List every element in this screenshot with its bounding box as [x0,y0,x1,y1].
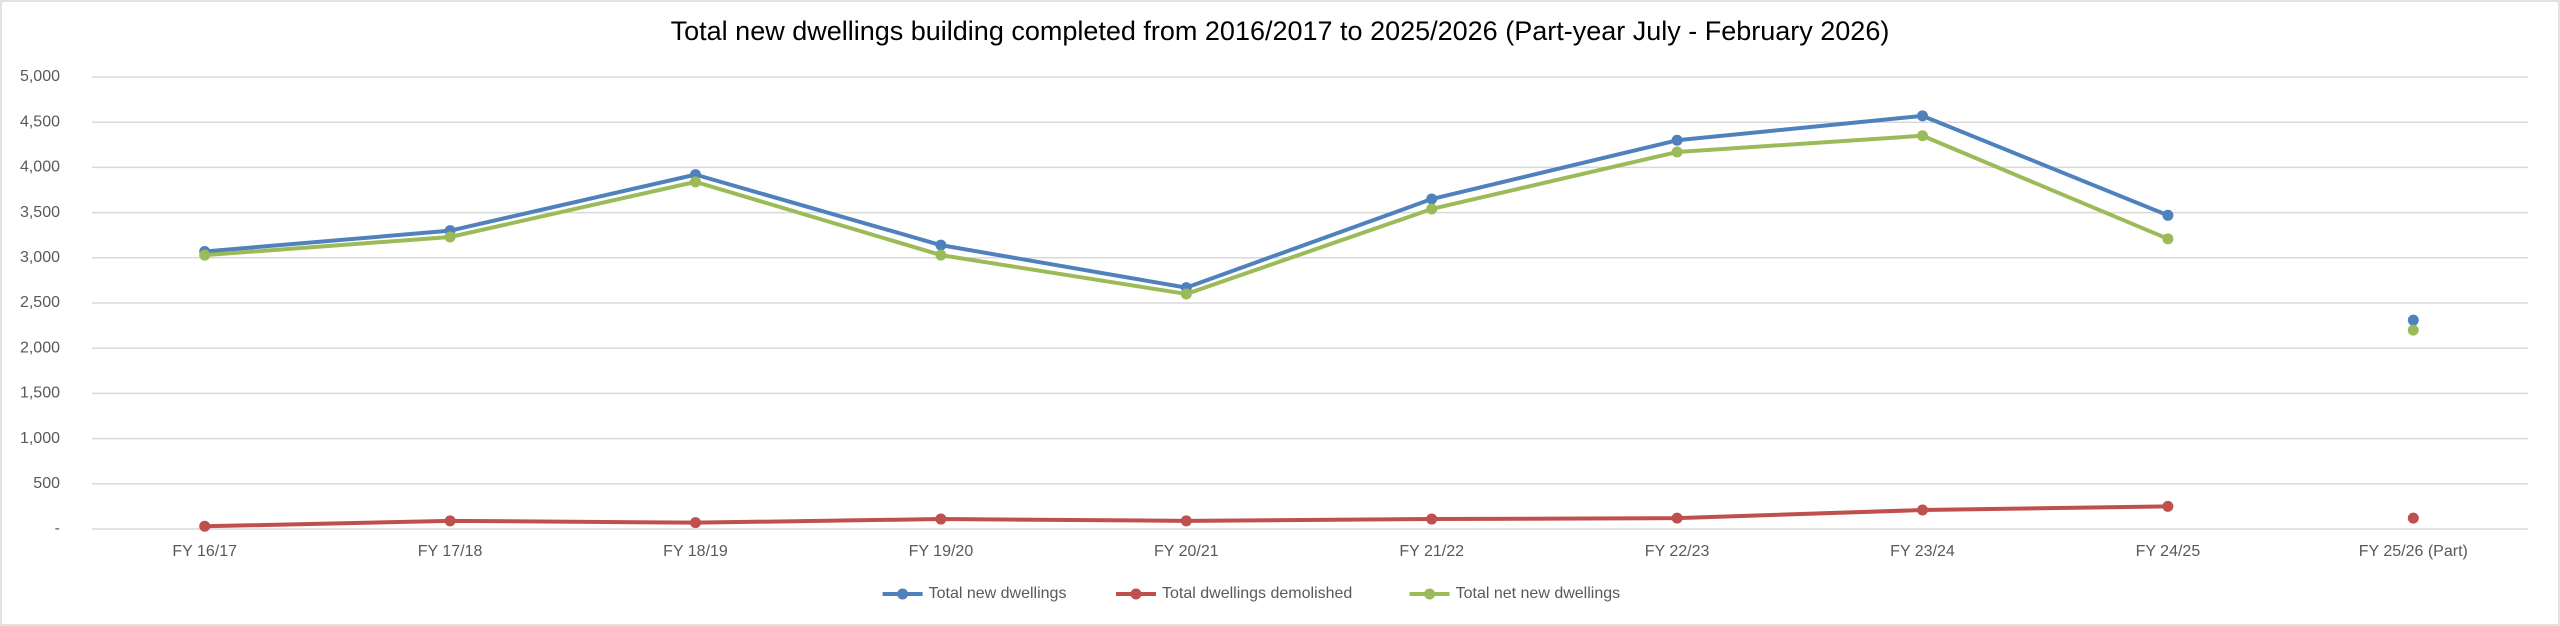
x-tick-label: FY 22/23 [1645,543,1710,560]
x-tick-label: FY 19/20 [909,543,974,560]
y-tick-label: 1,000 [20,430,60,447]
data-point [1426,513,1438,525]
data-point [2162,500,2174,512]
data-point [1917,504,1928,516]
data-point [1180,515,1192,527]
data-point [444,515,456,527]
y-tick-label: 1,500 [20,385,60,402]
data-point [690,176,701,188]
data-point [1671,134,1683,146]
y-tick-label: - [55,520,60,537]
legend-label: Total new dwellings [929,585,1067,602]
legend-marker [897,588,909,600]
data-point [935,239,947,251]
legend-label: Total net new dwellings [1456,585,1621,602]
data-point [199,249,211,261]
y-tick-label: 4,000 [20,159,60,176]
x-tick-label: FY 16/17 [172,543,237,560]
data-point [690,517,701,529]
legend-marker [1424,588,1436,600]
x-tick-label: FY 24/25 [2136,543,2201,560]
legend-marker [1130,588,1142,600]
x-tick-label: FY 20/21 [1154,543,1219,560]
data-point [1917,110,1928,122]
data-point [444,231,456,243]
y-tick-label: 5,000 [20,68,60,85]
data-point [2407,314,2419,326]
x-tick-label: FY 23/24 [1890,543,1955,560]
data-point [2407,512,2419,524]
y-tick-label: 2,500 [20,294,60,311]
y-tick-label: 3,000 [20,249,60,266]
data-point [1671,512,1683,524]
y-tick-label: 4,500 [20,113,60,130]
legend-label: Total dwellings demolished [1162,585,1352,602]
x-tick-label: FY 25/26 (Part) [2359,543,2468,560]
data-point [1426,203,1438,215]
data-point [2407,324,2419,336]
x-tick-label: FY 17/18 [418,543,483,560]
data-point [1917,130,1928,142]
y-tick-label: 3,500 [20,204,60,221]
y-tick-label: 500 [33,475,60,492]
data-point [199,520,211,532]
x-tick-label: FY 18/19 [663,543,728,560]
data-point [1671,146,1683,158]
data-point [2162,209,2174,221]
data-point [2162,233,2174,245]
data-point [1180,288,1192,300]
chart-title: Total new dwellings building completed f… [671,16,1890,46]
data-point [935,249,947,261]
data-point [1426,193,1438,205]
y-tick-label: 2,000 [20,339,60,356]
x-tick-label: FY 21/22 [1399,543,1464,560]
data-point [935,513,947,525]
